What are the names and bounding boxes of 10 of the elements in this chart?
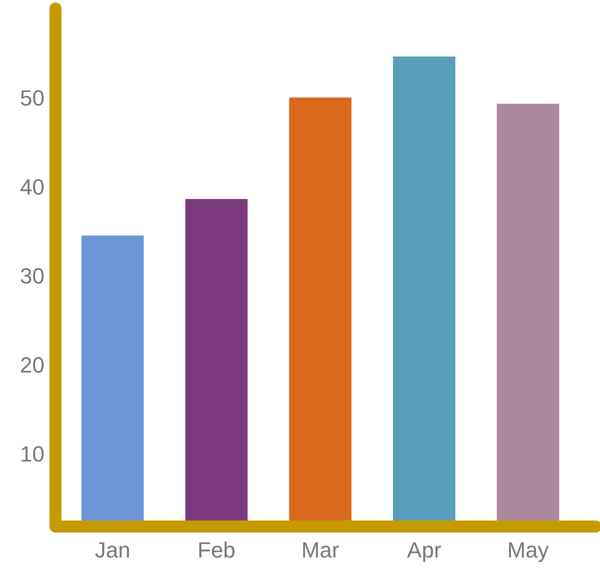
- y-tick-label: 50: [20, 86, 45, 111]
- y-tick-label: 30: [20, 264, 45, 289]
- y-tick-label: 40: [20, 174, 45, 200]
- x-tick-label: Mar: [301, 538, 340, 562]
- y-tick-label: 20: [20, 352, 45, 378]
- x-tick-label: Apr: [407, 538, 442, 562]
- x-tick-label: Jan: [94, 538, 130, 562]
- y-tick-label: 10: [20, 442, 45, 467]
- x-tick-label: May: [507, 538, 549, 562]
- x-tick-label: Feb: [198, 538, 236, 562]
